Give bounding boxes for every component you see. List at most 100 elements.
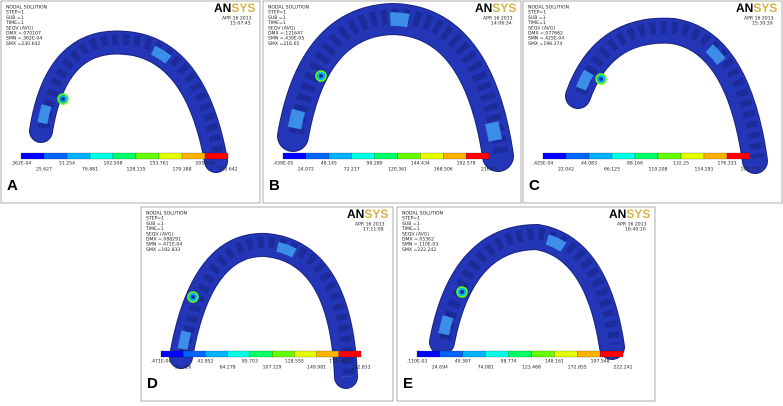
header-line: SMX =222.242 [402, 247, 436, 253]
colorbar-band [611, 152, 636, 160]
panel-letter: C [529, 177, 540, 194]
colorbar-label: 85.703 [242, 359, 258, 365]
header-line: STEP=1 [402, 216, 420, 222]
header-line: DMX =.121647 [268, 31, 303, 37]
colorbar-label: 107.129 [263, 365, 282, 371]
header-line: SMX =192.833 [146, 247, 180, 253]
colorbar-band [305, 152, 329, 160]
colorbar-label: 154.291 [695, 167, 714, 173]
panel-letter: A [7, 177, 18, 194]
colorbar-band [634, 152, 659, 160]
stress-region [286, 12, 505, 157]
colorbar-label: 148.161 [545, 359, 564, 365]
logo: ANSYS [609, 207, 650, 221]
colorbar-label: 123.468 [522, 365, 541, 371]
time: 15:30:39 [752, 21, 773, 27]
colorbar-label: 153.761 [150, 161, 169, 167]
colorbar-band [160, 350, 184, 358]
logo-sys: SYS [364, 207, 388, 221]
panel-letter: E [403, 375, 413, 392]
colorbar-label: 192.833 [352, 365, 371, 371]
header-line: DMX =.070107 [6, 31, 41, 37]
colorbar-label: 49.387 [455, 359, 471, 365]
date: APR 16 2013 [355, 222, 385, 228]
time: 14:06:34 [491, 21, 512, 27]
date: APR 16 2013 [483, 16, 513, 22]
colorbar-band [43, 152, 68, 160]
header-line: SMX =198.374 [528, 41, 562, 47]
colorbar-band [183, 350, 206, 358]
model-cusps [38, 34, 225, 159]
colorbar-label: 120.361 [388, 167, 407, 173]
header-line: NODAL SOLUTION [6, 5, 47, 11]
colorbar-band [204, 152, 229, 160]
colorbar-label: 21.426 [175, 365, 191, 371]
logo: ANSYS [475, 1, 516, 15]
colorbar-band [466, 152, 490, 160]
model-cusps [439, 227, 621, 345]
colorbar-label: 205.015 [196, 161, 215, 167]
colorbar-label: 25.627 [36, 167, 52, 173]
stress-core [599, 77, 603, 81]
header-line: SEQV (AVG) [6, 25, 33, 31]
logo-an: AN [736, 1, 753, 15]
colorbar-label: 110.208 [649, 167, 668, 173]
colorbar-band [112, 152, 137, 160]
logo-sys: SYS [753, 1, 777, 15]
header-line: SMX =230.642 [6, 41, 40, 47]
colorbar-label: 149.981 [307, 365, 326, 371]
colorbar-band [397, 152, 421, 160]
header-line: STEP=1 [268, 10, 286, 16]
header-line: SMN =.362E-04 [6, 36, 42, 42]
header-line: STEP=1 [6, 10, 24, 16]
time: 17:11:08 [363, 227, 384, 233]
colorbar-band [316, 350, 339, 358]
colorbar-band [554, 350, 578, 358]
colorbar-band [565, 152, 590, 160]
logo-sys: SYS [626, 207, 650, 221]
colorbar-band [600, 350, 624, 358]
colorbar-label: 144.434 [411, 161, 430, 167]
logo: ANSYS [347, 207, 388, 221]
logo-an: AN [609, 207, 626, 221]
header-line: NODAL SOLUTION [528, 5, 569, 11]
colorbar-band [462, 350, 486, 358]
colorbar-label: 76.881 [82, 167, 98, 173]
stress-core [61, 97, 65, 101]
colorbar-band [181, 152, 206, 160]
colorbar-label: 66.125 [604, 167, 620, 173]
colorbar-band [20, 152, 45, 160]
colorbar-band [328, 152, 352, 160]
colorbar-label: 74.081 [478, 365, 494, 371]
header-line: SUB =1 [402, 221, 420, 227]
header-line: NODAL SOLUTION [402, 211, 443, 217]
header-line: STEP=1 [146, 216, 164, 222]
header-line: SMN =.471E-04 [146, 242, 182, 248]
model-cusps [178, 236, 355, 375]
colorbar-band [485, 350, 509, 358]
colorbar-label: 171.407 [329, 359, 348, 365]
colorbar-band [227, 350, 250, 358]
colorbar-label: .110E-03 [407, 359, 428, 365]
colorbar-label: 98.774 [501, 359, 517, 365]
colorbar-band [66, 152, 91, 160]
colorbar-band [657, 152, 682, 160]
colorbar-band [680, 152, 705, 160]
header-line: SUB =1 [268, 15, 286, 21]
colorbar-label: 22.042 [558, 167, 574, 173]
colorbar-label: .471E-04 [151, 359, 172, 365]
header-line: SUB =1 [528, 15, 546, 21]
colorbar-label: 168.506 [434, 167, 453, 173]
header-line: SUB =1 [146, 221, 164, 227]
header-line: SEQV (AVG) [528, 25, 555, 31]
header-line: DMX =.088291 [146, 237, 181, 243]
model-cusps [575, 21, 764, 159]
header-line: DMX =.077662 [528, 31, 563, 37]
date: APR 16 2013 [222, 16, 252, 22]
date: APR 16 2013 [617, 222, 647, 228]
header-line: TIME=1 [401, 226, 420, 232]
